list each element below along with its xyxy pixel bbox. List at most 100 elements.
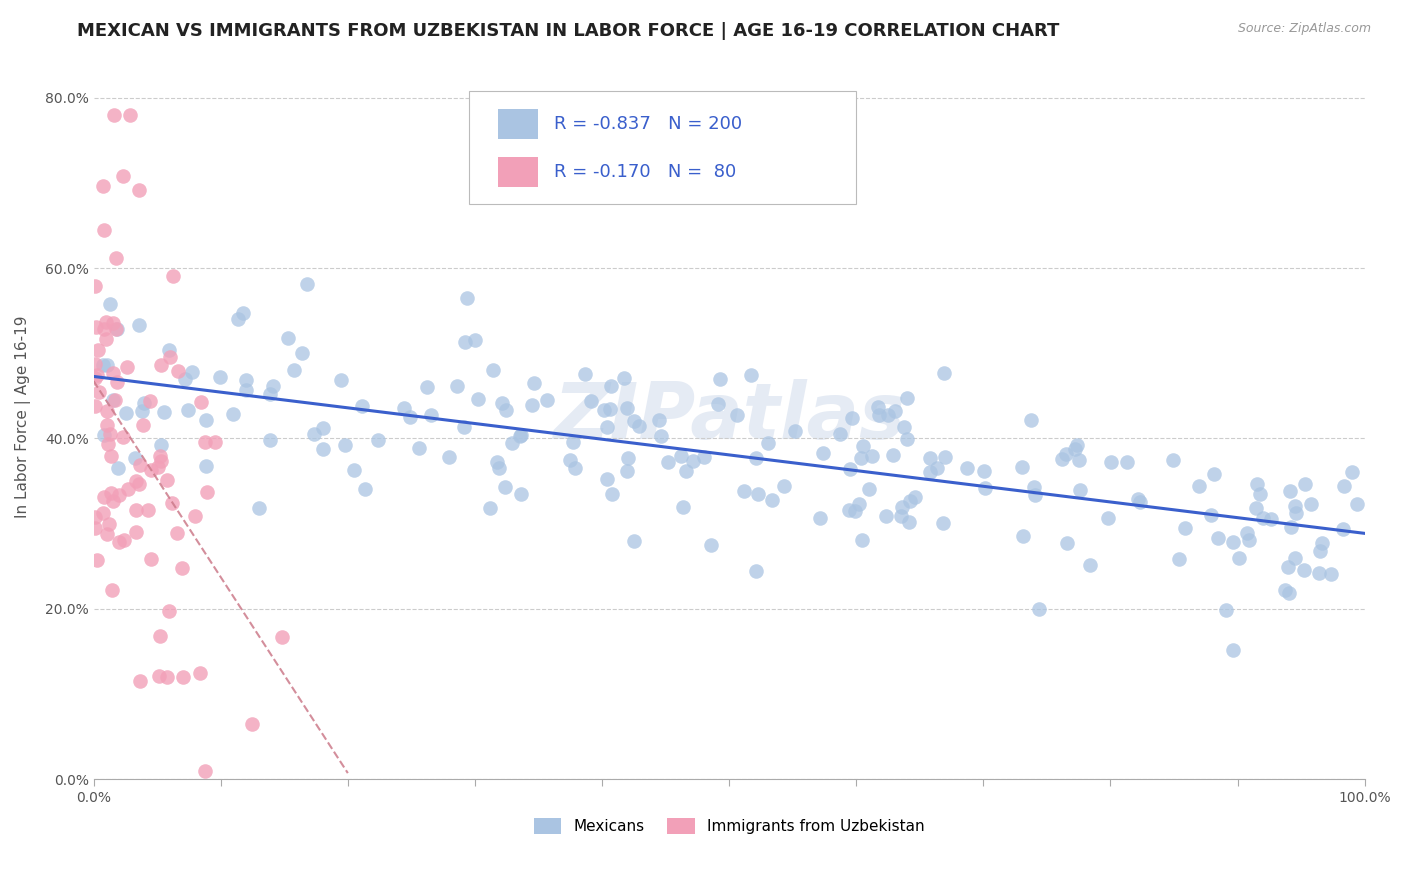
Point xyxy=(890,508,912,523)
Point xyxy=(740,368,762,382)
Point xyxy=(312,421,335,435)
Point xyxy=(194,764,217,778)
Point xyxy=(1054,447,1077,461)
Point xyxy=(84,399,107,413)
Point xyxy=(1279,483,1302,498)
Point xyxy=(1236,525,1258,540)
Point xyxy=(844,504,866,518)
Point xyxy=(1249,487,1271,501)
Point xyxy=(1011,529,1033,543)
Point xyxy=(973,481,995,495)
Point xyxy=(927,461,949,475)
Point xyxy=(657,455,679,469)
Point xyxy=(482,363,505,377)
Point xyxy=(87,385,110,400)
Point xyxy=(882,448,904,462)
Point xyxy=(174,372,197,386)
Point xyxy=(773,478,796,492)
Legend: Mexicans, Immigrants from Uzbekistan: Mexicans, Immigrants from Uzbekistan xyxy=(527,813,931,840)
Point xyxy=(139,463,162,477)
Point xyxy=(564,461,586,475)
Point xyxy=(491,396,513,410)
Point xyxy=(159,351,181,365)
Point xyxy=(745,564,768,578)
Point xyxy=(1341,465,1364,479)
FancyBboxPatch shape xyxy=(468,91,856,203)
Point xyxy=(1308,566,1330,580)
Point xyxy=(343,463,366,477)
Point xyxy=(283,363,305,377)
Point xyxy=(295,277,318,292)
Point xyxy=(858,483,880,497)
Point xyxy=(188,666,211,681)
Point xyxy=(420,408,443,422)
Point xyxy=(1274,583,1296,598)
Point xyxy=(125,525,148,540)
Point xyxy=(579,394,602,409)
Point xyxy=(1346,497,1368,511)
Point xyxy=(1284,500,1306,514)
Point xyxy=(828,426,851,441)
Point xyxy=(918,465,941,479)
Point xyxy=(616,464,638,478)
Point xyxy=(96,527,118,541)
Point xyxy=(128,318,150,332)
Point xyxy=(117,482,139,496)
Point xyxy=(105,375,128,389)
Point xyxy=(520,398,543,412)
Point xyxy=(259,387,281,401)
Point xyxy=(166,526,188,541)
Point xyxy=(392,401,415,415)
Point xyxy=(593,403,616,417)
Point xyxy=(904,490,927,504)
Point xyxy=(103,108,125,122)
Point xyxy=(98,297,121,311)
Point xyxy=(141,552,163,566)
Point xyxy=(104,393,127,408)
Point xyxy=(1129,495,1152,509)
Point xyxy=(262,379,284,393)
Point xyxy=(111,430,134,444)
Point xyxy=(599,402,621,417)
Point xyxy=(84,278,107,293)
Point xyxy=(125,503,148,517)
Point xyxy=(1294,477,1316,491)
Point xyxy=(973,464,995,478)
Point xyxy=(195,413,218,427)
Point xyxy=(107,535,129,549)
Point xyxy=(596,472,619,486)
Point xyxy=(1161,453,1184,467)
Point xyxy=(1174,521,1197,535)
Point xyxy=(1284,551,1306,566)
Point xyxy=(1319,567,1341,582)
Point xyxy=(1279,520,1302,534)
Point xyxy=(478,501,501,516)
Point xyxy=(149,449,172,463)
Point xyxy=(616,450,638,465)
Point xyxy=(707,397,730,411)
Point xyxy=(84,510,107,524)
Point xyxy=(669,449,692,463)
Point xyxy=(838,502,860,516)
Point xyxy=(177,403,200,417)
Text: Source: ZipAtlas.com: Source: ZipAtlas.com xyxy=(1237,22,1371,36)
Point xyxy=(96,358,118,372)
Point xyxy=(860,449,883,463)
Point xyxy=(623,534,645,549)
Text: ZIPatlas: ZIPatlas xyxy=(553,379,905,455)
Point xyxy=(650,429,672,443)
Point xyxy=(1222,535,1244,549)
Point xyxy=(1333,478,1355,492)
Point xyxy=(1227,551,1250,566)
Point xyxy=(761,492,783,507)
Point xyxy=(1202,467,1225,481)
Point xyxy=(1331,522,1354,536)
Point xyxy=(599,378,621,392)
Point xyxy=(149,454,172,468)
Point xyxy=(94,315,117,329)
Point xyxy=(232,305,254,319)
Point xyxy=(96,418,118,433)
Point xyxy=(733,484,755,499)
Point xyxy=(134,396,156,410)
Point xyxy=(129,674,152,689)
